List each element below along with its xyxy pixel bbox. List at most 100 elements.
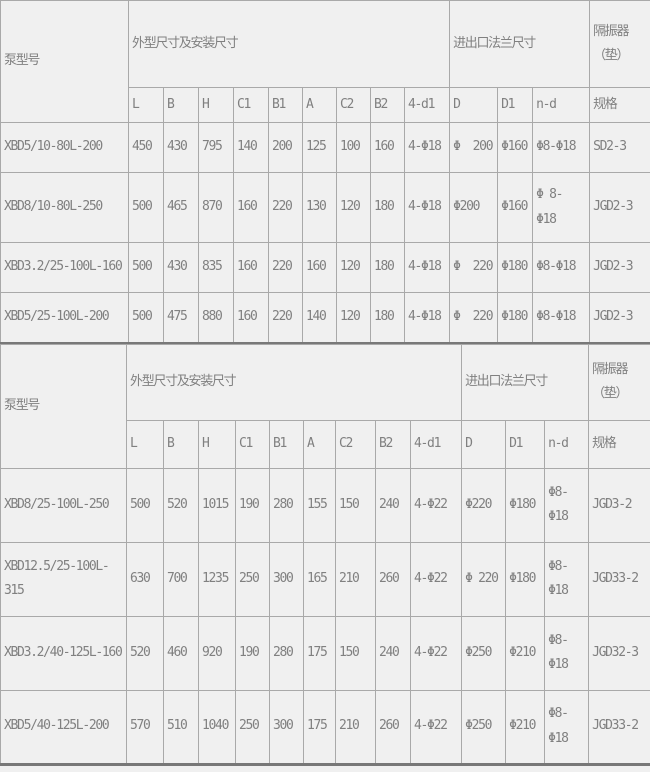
cell-L: 450 <box>128 122 164 173</box>
cell-n-d: Φ8- Φ18 <box>544 615 590 691</box>
cell-C1: 160 <box>233 172 269 243</box>
cell-B: 510 <box>163 689 199 765</box>
col-header-4-d1: 4-d1 <box>403 87 451 123</box>
cell-B2: 260 <box>375 689 411 765</box>
cell-H: 1040 <box>198 689 236 765</box>
cell-4-d1: 4-Φ22 <box>409 689 463 765</box>
group-header-row: 泵型号 外型尺寸及安装尺寸 进出口法兰尺寸 隔振器 （垫） <box>0 343 650 469</box>
cell-B: 475 <box>163 292 199 343</box>
col-header-C1: C1 <box>233 87 269 123</box>
cell-n-d: Φ8- Φ18 <box>544 689 590 765</box>
cell-A: 140 <box>302 292 337 343</box>
cell-B1: 280 <box>269 615 304 691</box>
col-header-D1: D1 <box>505 419 546 469</box>
col-header-L: L <box>128 87 164 123</box>
cell-4-d1: 4-Φ18 <box>403 122 451 173</box>
cell-model: XBD12.5/25-100L- 315 <box>0 541 127 617</box>
cell-C1: 190 <box>235 615 270 691</box>
cell-spec: JGD33-2 <box>588 541 650 617</box>
cell-B: 430 <box>163 242 199 293</box>
cell-model: XBD8/25-100L-250 <box>0 467 127 543</box>
col-header-D: D <box>449 87 499 123</box>
cell-spec: JGD32-3 <box>588 615 650 691</box>
cell-model: XBD8/10-80L-250 <box>0 172 129 243</box>
cell-L: 500 <box>128 292 164 343</box>
cell-spec: JGD3-2 <box>588 467 650 543</box>
cell-L: 570 <box>126 689 164 765</box>
cell-C2: 150 <box>335 615 376 691</box>
model-column-header: 泵型号 <box>0 343 127 469</box>
cell-D: Φ 220 <box>461 541 507 617</box>
col-header-n-d: n-d <box>532 87 591 123</box>
col-header-L: L <box>126 419 164 469</box>
cell-B: 430 <box>163 122 199 173</box>
cell-B: 465 <box>163 172 199 243</box>
cell-D1: Φ210 <box>505 615 546 691</box>
cell-D1: Φ160 <box>497 172 534 243</box>
cell-B1: 300 <box>269 689 304 765</box>
cell-A: 165 <box>303 541 336 617</box>
flange-group-header: 进出口法兰尺寸 <box>461 343 590 421</box>
cell-D1: Φ180 <box>497 242 534 293</box>
col-header-B: B <box>163 87 199 123</box>
table-row: XBD5/40-125L-200 570 510 1040 250 300 175 210 26… <box>0 689 650 765</box>
col-header-B1: B1 <box>269 419 304 469</box>
col-header-C2: C2 <box>336 87 371 123</box>
cell-H: 835 <box>198 242 234 293</box>
col-header-D: D <box>461 419 507 469</box>
cell-A: 160 <box>302 242 337 293</box>
cell-L: 500 <box>128 242 164 293</box>
cell-spec: JGD2-3 <box>589 292 650 343</box>
cell-B2: 240 <box>375 467 411 543</box>
cell-n-d: Φ8-Φ18 <box>532 292 591 343</box>
cell-L: 500 <box>128 172 164 243</box>
cell-n-d: Φ8-Φ18 <box>532 122 591 173</box>
col-header-H: H <box>198 87 234 123</box>
col-header-H: H <box>198 419 236 469</box>
group-header-row: 泵型号 外型尺寸及安装尺寸 进出口法兰尺寸 隔振器 （垫） <box>0 0 650 123</box>
col-header-spec: 规格 <box>589 87 650 123</box>
cell-spec: JGD33-2 <box>588 689 650 765</box>
cell-4-d1: 4-Φ22 <box>409 467 463 543</box>
table-row: XBD3.2/25-100L-160 500 430 835 160 220 160 120 1… <box>0 242 650 293</box>
table-row: XBD3.2/40-125L-160 520 460 920 190 280 175 150 2… <box>0 615 650 691</box>
col-header-B1: B1 <box>268 87 303 123</box>
pump-spec-table-1: 泵型号 外型尺寸及安装尺寸 进出口法兰尺寸 隔振器 （垫） L B H C1 B… <box>0 0 650 344</box>
cell-C2: 210 <box>335 541 376 617</box>
cell-4-d1: 4-Φ22 <box>409 615 463 691</box>
col-header-n-d: n-d <box>544 419 590 469</box>
cell-C1: 140 <box>233 122 269 173</box>
cell-B2: 180 <box>370 292 405 343</box>
cell-4-d1: 4-Φ18 <box>403 172 451 243</box>
cell-D1: Φ160 <box>497 122 534 173</box>
cell-H: 870 <box>198 172 234 243</box>
cell-B2: 160 <box>370 122 405 173</box>
cell-spec: JGD2-3 <box>589 242 650 293</box>
cell-n-d: Φ8-Φ18 <box>532 242 591 293</box>
table-row: XBD8/25-100L-250 500 520 1015 190 280 155 150 24… <box>0 467 650 543</box>
cell-H: 880 <box>198 292 234 343</box>
isolator-group-header: 隔振器 （垫） <box>589 0 650 88</box>
cell-spec: JGD2-3 <box>589 172 650 243</box>
cell-model: XBD5/25-100L-200 <box>0 292 129 343</box>
cell-C2: 120 <box>336 242 371 293</box>
cell-C1: 160 <box>233 292 269 343</box>
cell-B1: 280 <box>269 467 304 543</box>
col-header-spec: 规格 <box>588 419 650 469</box>
cell-L: 520 <box>126 615 164 691</box>
cell-A: 125 <box>302 122 337 173</box>
cell-B: 520 <box>163 467 199 543</box>
cell-H: 1015 <box>198 467 236 543</box>
cell-model: XBD3.2/25-100L-160 <box>0 242 129 293</box>
col-header-C2: C2 <box>335 419 376 469</box>
cell-C1: 250 <box>235 541 270 617</box>
cell-C1: 250 <box>235 689 270 765</box>
cell-B: 700 <box>163 541 199 617</box>
col-header-A: A <box>302 87 337 123</box>
cell-H: 795 <box>198 122 234 173</box>
pump-spec-table-2: 泵型号 外型尺寸及安装尺寸 进出口法兰尺寸 隔振器 （垫） L B H C1 B… <box>0 343 650 766</box>
col-header-B2: B2 <box>375 419 411 469</box>
cell-D: Φ 200 <box>449 122 499 173</box>
cell-model: XBD5/10-80L-200 <box>0 122 129 173</box>
